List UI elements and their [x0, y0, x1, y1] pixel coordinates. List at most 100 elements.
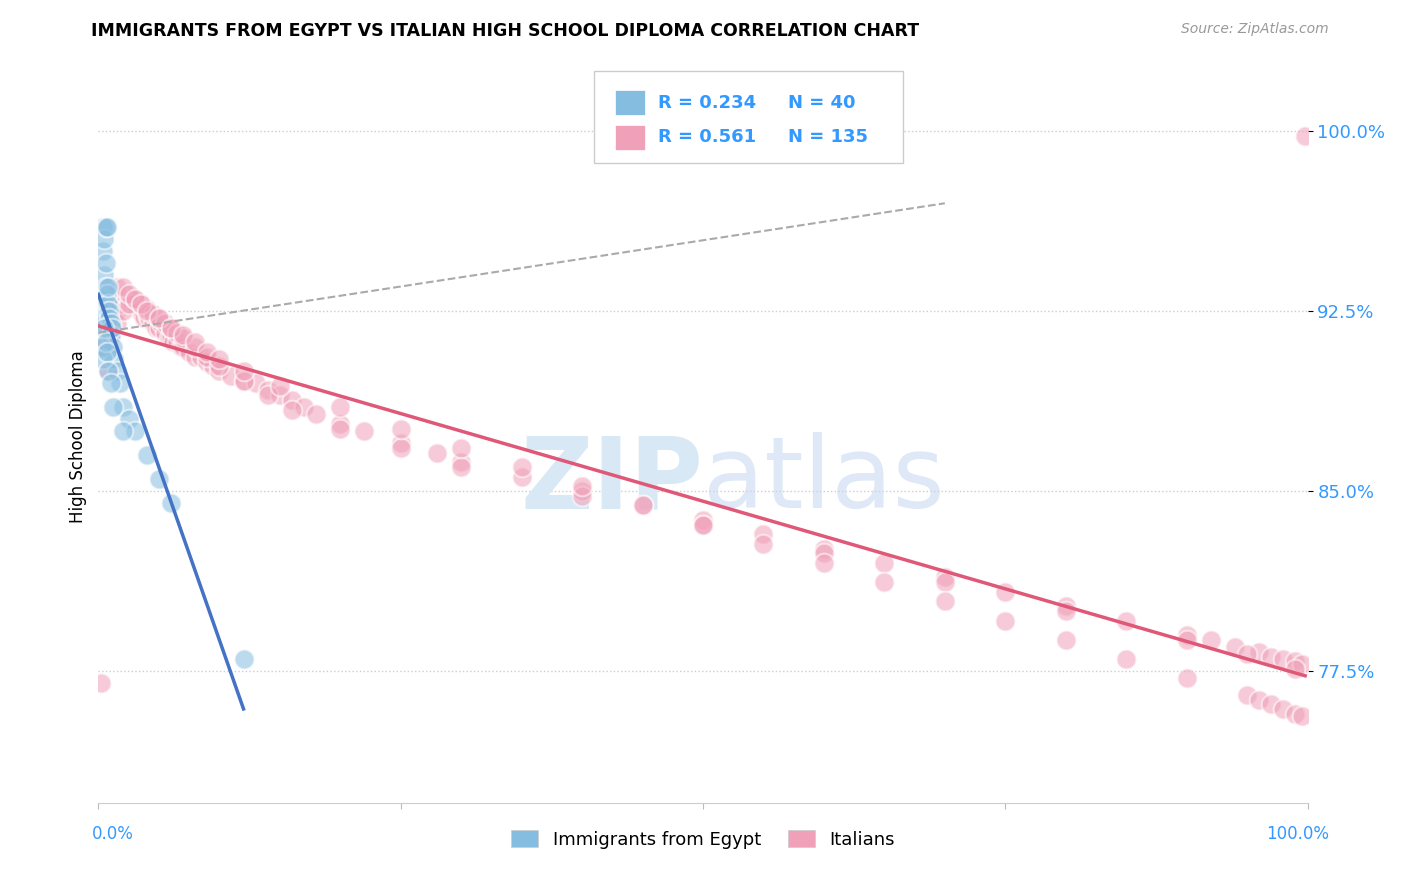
Point: [169, 340, 191, 354]
Point: [142, 307, 165, 321]
Point: [208, 359, 231, 374]
Point: [256, 384, 278, 398]
Point: [153, 326, 176, 340]
Text: R = 0.561: R = 0.561: [658, 128, 756, 146]
Point: [1272, 652, 1295, 666]
Point: [232, 374, 254, 388]
Point: [172, 340, 194, 354]
Point: [571, 479, 593, 493]
Point: [1291, 657, 1313, 671]
Point: [145, 321, 167, 335]
Point: [1223, 640, 1246, 654]
Point: [135, 307, 157, 321]
Point: [934, 594, 956, 608]
Point: [1115, 652, 1137, 666]
Point: [232, 652, 254, 666]
Point: [94, 220, 117, 235]
Point: [118, 412, 141, 426]
Point: [752, 537, 775, 551]
Point: [1272, 702, 1295, 716]
Point: [129, 297, 152, 311]
Text: R = 0.234: R = 0.234: [658, 94, 756, 112]
Point: [111, 424, 134, 438]
Point: [450, 460, 472, 475]
Point: [571, 489, 593, 503]
Point: [631, 499, 654, 513]
Point: [232, 374, 254, 388]
Text: IMMIGRANTS FROM EGYPT VS ITALIAN HIGH SCHOOL DIPLOMA CORRELATION CHART: IMMIGRANTS FROM EGYPT VS ITALIAN HIGH SC…: [91, 22, 920, 40]
Point: [97, 297, 120, 311]
Point: [101, 400, 124, 414]
Point: [1054, 604, 1077, 618]
Point: [305, 407, 328, 421]
Point: [118, 287, 141, 301]
Point: [1175, 632, 1198, 647]
Point: [571, 483, 593, 498]
Point: [1291, 709, 1313, 723]
Point: [93, 340, 115, 354]
Point: [934, 575, 956, 590]
Point: [813, 541, 835, 556]
Point: [111, 292, 134, 306]
Text: 100.0%: 100.0%: [1265, 825, 1329, 843]
Point: [692, 517, 714, 532]
Point: [90, 676, 112, 690]
Point: [184, 350, 207, 364]
Point: [195, 345, 218, 359]
Point: [813, 546, 835, 560]
Point: [111, 400, 134, 414]
Point: [118, 297, 141, 311]
Point: [450, 455, 472, 469]
Point: [1236, 647, 1258, 661]
Point: [124, 292, 146, 306]
Point: [97, 280, 120, 294]
Point: [98, 304, 121, 318]
Point: [97, 364, 120, 378]
Point: [148, 311, 170, 326]
Point: [190, 350, 212, 364]
Point: [100, 316, 122, 330]
Point: [873, 556, 896, 570]
Point: [245, 376, 267, 391]
Point: [97, 364, 120, 378]
Point: [100, 328, 122, 343]
Point: [96, 220, 118, 235]
Point: [157, 330, 180, 344]
Point: [1054, 632, 1077, 647]
Point: [1294, 129, 1316, 144]
Point: [148, 311, 170, 326]
Point: [105, 304, 128, 318]
Point: [128, 301, 150, 316]
Point: [692, 517, 714, 532]
Point: [111, 280, 134, 294]
Point: [100, 321, 122, 335]
Point: [124, 424, 146, 438]
Point: [1236, 688, 1258, 702]
Point: [148, 472, 170, 486]
Point: [118, 292, 141, 306]
Point: [813, 556, 835, 570]
Point: [269, 388, 291, 402]
Point: [184, 340, 207, 354]
Point: [1054, 599, 1077, 614]
Point: [292, 400, 315, 414]
Point: [450, 441, 472, 455]
Point: [329, 417, 352, 431]
Point: [994, 584, 1017, 599]
Point: [138, 311, 160, 326]
Legend: Immigrants from Egypt, Italians: Immigrants from Egypt, Italians: [503, 823, 903, 856]
Bar: [614, 125, 645, 151]
Point: [100, 321, 122, 335]
Point: [1115, 614, 1137, 628]
Y-axis label: High School Diploma: High School Diploma: [69, 351, 87, 524]
Point: [692, 513, 714, 527]
Point: [124, 292, 146, 306]
Point: [127, 301, 149, 316]
Point: [426, 445, 449, 459]
Point: [121, 297, 143, 311]
Point: [103, 352, 125, 367]
Point: [129, 297, 152, 311]
Point: [93, 232, 115, 246]
Point: [1284, 661, 1306, 675]
Point: [150, 316, 173, 330]
